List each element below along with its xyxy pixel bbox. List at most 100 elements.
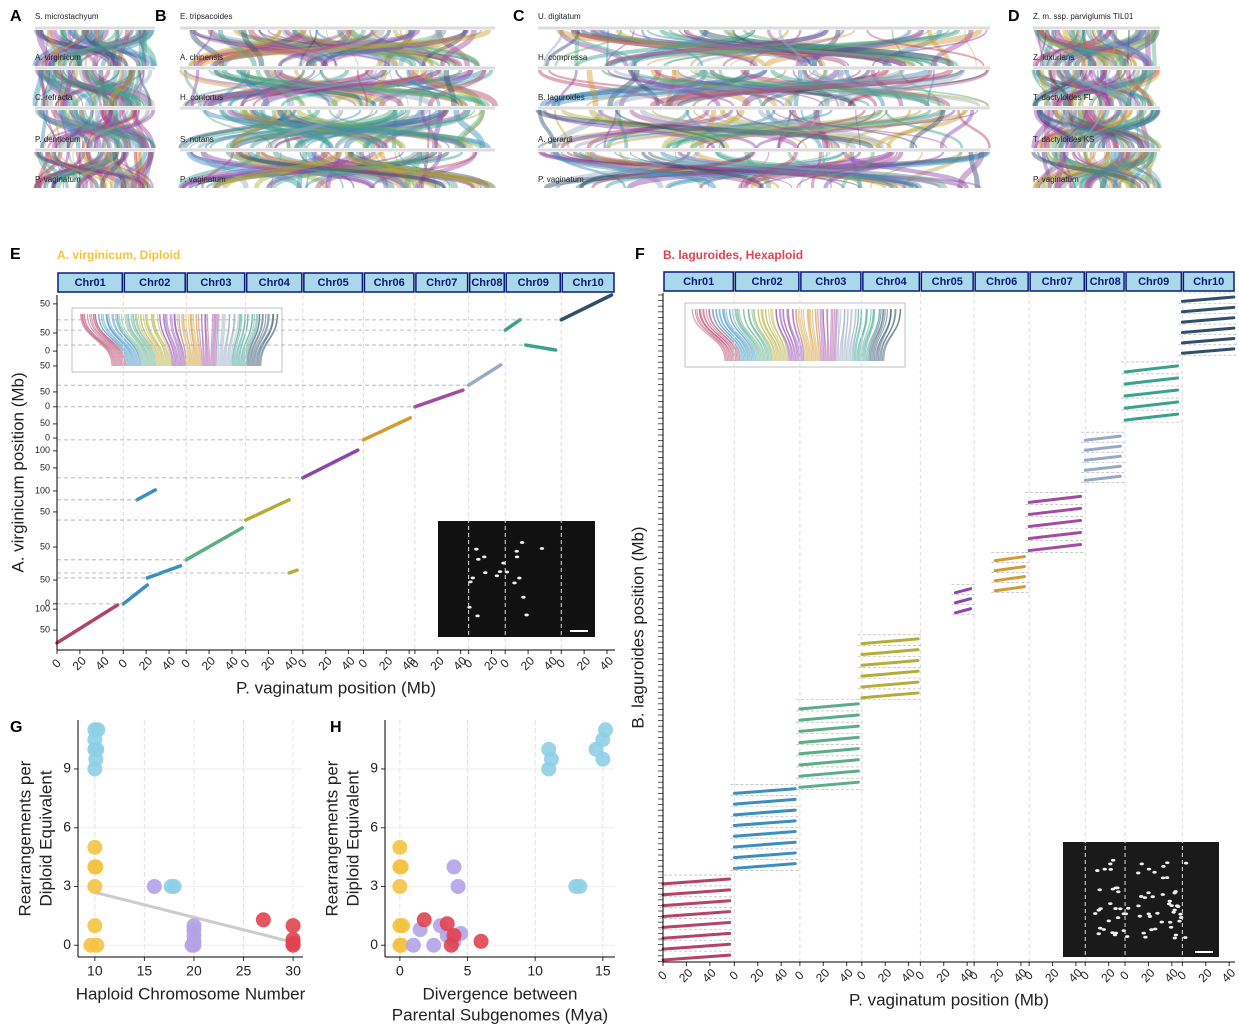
x-tick-label: 20	[1195, 966, 1215, 986]
x-tick-label: 20	[136, 654, 156, 674]
chromosome-label: Chr07	[426, 277, 457, 289]
genome-label: S. nutans	[180, 135, 214, 144]
synteny-block	[800, 704, 858, 788]
genome-label: T. dactyloides FL	[1033, 93, 1094, 102]
chromosome-spot	[1103, 868, 1107, 871]
chromosome-spot	[512, 582, 516, 585]
point	[147, 879, 162, 894]
micrograph	[1063, 842, 1219, 957]
y-tick-label: 6	[63, 818, 71, 834]
x-tick-label: 0	[295, 656, 310, 671]
genome-label: C. refracta	[35, 93, 73, 102]
chromosome-spot	[1098, 907, 1102, 910]
point	[395, 918, 410, 933]
point	[394, 859, 409, 874]
x-tick-label: 40	[159, 654, 179, 674]
chromosome-spot	[1165, 861, 1169, 864]
genome-label: Z. luxurians	[1033, 53, 1074, 62]
x-tick-label: 15	[137, 963, 153, 979]
chromosome-spot	[467, 606, 471, 609]
chart-title: A. virginicum, Diploid	[57, 248, 180, 262]
chromosome-label: Chr02	[139, 277, 170, 289]
inset-ribbon	[838, 309, 839, 361]
x-tick-label: 0	[553, 656, 568, 671]
x-tick-label: 25	[236, 963, 252, 979]
genome-label: B. laguroides	[538, 93, 585, 102]
chromosome-label: Chr09	[1138, 276, 1169, 288]
chromosome-spot	[1168, 900, 1172, 903]
point	[87, 918, 102, 933]
genome-label: P. vaginatum	[35, 175, 81, 184]
chromosome-spot	[1146, 891, 1150, 894]
panel-letter: C	[513, 8, 525, 25]
x-tick-label: 30	[285, 963, 301, 979]
x-tick-label: 40	[771, 966, 791, 986]
y-tick-label: 0	[45, 598, 50, 608]
point	[451, 879, 466, 894]
point	[392, 840, 407, 855]
x-tick-label: 20	[258, 654, 278, 674]
y-tick-label: 100	[35, 485, 50, 495]
panel-letter: A	[10, 8, 22, 25]
point	[184, 938, 199, 953]
x-tick-label: 20	[481, 654, 501, 674]
x-tick-label: 0	[49, 656, 64, 671]
synteny-block	[289, 570, 297, 573]
chart-title: B. laguroides, Hexaploid	[663, 248, 803, 262]
synteny-block	[995, 557, 1024, 591]
panel-letter: H	[330, 719, 342, 736]
point	[541, 742, 556, 757]
synteny-block	[663, 879, 730, 960]
y-tick-label: 50	[40, 541, 50, 551]
point	[286, 918, 301, 933]
chromosome-spot	[1147, 868, 1151, 871]
synteny-block	[734, 789, 795, 869]
chromosome-spot	[1125, 935, 1129, 938]
point	[87, 879, 102, 894]
chromosome-label: Chr03	[200, 277, 231, 289]
chromosome-spot	[515, 550, 519, 553]
x-tick-label: 20	[428, 654, 448, 674]
chromosome-spot	[1136, 904, 1140, 907]
y-tick-label: 100	[35, 445, 50, 455]
x-axis-label: Parental Subgenomes (Mya)	[392, 1005, 608, 1024]
point	[89, 938, 104, 953]
chromosome-label: Chr01	[75, 277, 106, 289]
synteny-block	[955, 589, 970, 613]
chromosome-spot	[1140, 862, 1144, 865]
point	[426, 938, 441, 953]
y-tick-label: 50	[40, 418, 50, 428]
genome-label: Z. m. ssp. parviglumis TIL01	[1033, 12, 1134, 21]
y-axis-label: A. virginicum position (Mb)	[8, 372, 27, 572]
synteny-block	[123, 585, 147, 604]
x-axis-label: Divergence between	[423, 984, 578, 1003]
chromosome-spot	[1169, 904, 1173, 907]
chromosome-label: Chr06	[986, 276, 1017, 288]
chromosome-spot	[1161, 876, 1165, 879]
y-axis-label: Rearrangements per	[322, 760, 341, 916]
x-axis-label: Haploid Chromosome Number	[76, 984, 306, 1003]
y-axis-label: Diploid Equivalent	[343, 770, 362, 906]
chromosome-spot	[1173, 890, 1177, 893]
chromosome-spot	[1114, 932, 1118, 935]
chromosome-label: Chr05	[932, 276, 963, 288]
chromosome-spot	[1097, 888, 1101, 891]
chromosome-label: Chr04	[876, 276, 908, 288]
point	[444, 938, 459, 953]
y-tick-label: 50	[40, 624, 50, 634]
x-tick-label: 20	[676, 966, 696, 986]
chromosome-spot	[1111, 859, 1115, 862]
x-tick-label: 20	[987, 966, 1007, 986]
chromosome-label: Chr10	[1193, 276, 1224, 288]
chromosome-spot	[474, 548, 478, 551]
x-tick-label: 20	[875, 966, 895, 986]
chromosome-spot	[540, 547, 544, 550]
chromosome-spot	[1177, 920, 1181, 923]
chromosome-label: Chr10	[573, 277, 604, 289]
chromosome-spot	[1184, 862, 1188, 865]
chromosome-spot	[1175, 904, 1179, 907]
genome-label: E. tripsacoides	[180, 12, 232, 21]
y-tick-label: 50	[40, 298, 50, 308]
panel-letter: G	[10, 719, 22, 736]
point	[87, 859, 102, 874]
